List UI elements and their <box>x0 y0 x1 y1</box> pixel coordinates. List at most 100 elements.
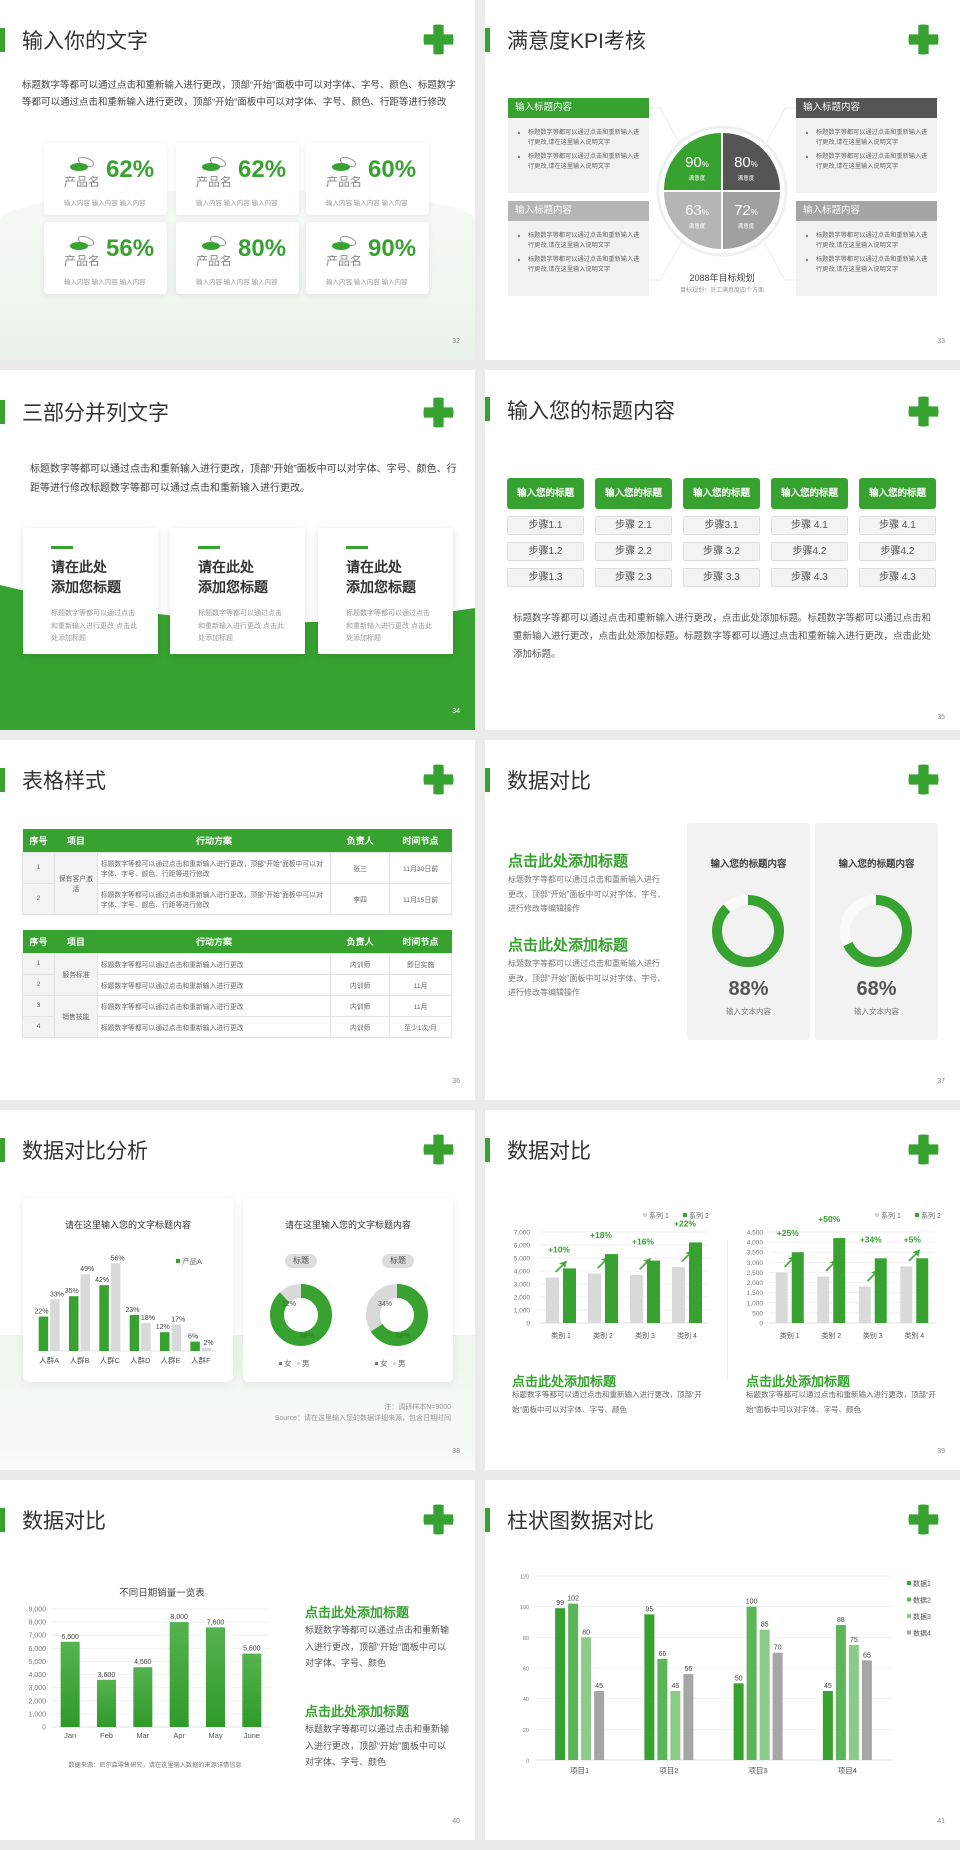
bullet: 标题数字等都可以通过点击和重新输入进行更改,请在这里输入说明文字 <box>528 231 643 251</box>
page-number: 35 <box>937 714 945 721</box>
cell-no: 1 <box>22 851 55 884</box>
step-item: 步骤 4.1 <box>859 516 936 535</box>
column-header: 时间节点 <box>389 829 452 852</box>
trend-arrow-icon <box>639 1257 651 1270</box>
cell-time: 11月15日前 <box>389 882 452 915</box>
data-label: 66 <box>658 1651 666 1658</box>
change-annotation: +10% <box>548 1244 570 1254</box>
column-header: 行动方案 <box>97 829 331 852</box>
bullet: 标题数字等都可以通过点击和重新输入进行更改,请在这里输入说明文字 <box>528 255 643 275</box>
quadrant-mid <box>723 192 780 249</box>
bar <box>833 1238 846 1323</box>
data-label: 95 <box>645 1606 653 1613</box>
action-table-2: 序号 项目 行动方案 负责人 时间节点 1 服务标准 标题数字等都可以通过点击和重新输入进行… <box>22 930 452 1038</box>
x-tick-label: June <box>244 1731 260 1740</box>
bar <box>644 1614 655 1760</box>
bar <box>791 1252 804 1323</box>
slide-title: 数据对比分析 <box>22 1140 148 1163</box>
bullet: 标题数字等都可以通过点击和重新输入进行更改,请在这里输入说明文字 <box>816 152 931 172</box>
slide-39: 数据对比 0 1,000 2,000 3,000 4,000 5,000 6,000 7,00… <box>485 1110 960 1470</box>
step-item: 步骤 4.3 <box>771 568 848 587</box>
column-header: 序号 <box>22 930 55 953</box>
card-title: 请在此处 添加您标题 <box>51 557 121 597</box>
section-heading: 点击此处添加标题 <box>508 853 629 870</box>
product-percent: 90% <box>368 235 417 262</box>
bar <box>835 1625 846 1760</box>
feature-card: 请在此处 添加您标题 标题数字等都可以通过点击和重新输入进行更改 点击此处添加标题 <box>318 528 453 654</box>
cell-plan: 标题数字等都可以通过点击和重新输入进行更改 <box>96 1015 332 1038</box>
title-line: 请在此处 <box>346 559 402 575</box>
quadrant-light <box>664 192 721 249</box>
x-tick-label: 类别 3 <box>863 1331 883 1340</box>
unit: % <box>701 208 709 217</box>
title-accent <box>0 400 5 424</box>
slide-title: 数据对比 <box>507 1140 591 1163</box>
y-tick-label: 4,000 <box>747 1240 764 1247</box>
slide-title: 表格样式 <box>22 770 106 793</box>
cell-owner: 内训师 <box>330 1015 391 1038</box>
table-header-row: 序号 项目 行动方案 负责人 时间节点 <box>22 829 452 852</box>
y-tick-label: 20 <box>523 1728 529 1734</box>
product-name: 产品名 <box>196 254 233 268</box>
step-item: 步骤 2.2 <box>595 542 672 561</box>
donut-title-pill: 标题 <box>382 1254 414 1268</box>
data-label: 65 <box>863 1652 871 1659</box>
bar <box>605 1254 618 1323</box>
product-card: 产品名 90% 输入内容 输入内容 输入内容 <box>306 222 429 294</box>
value: 72 <box>734 202 751 219</box>
title-accent <box>485 1138 490 1162</box>
title-line: 请在此处 <box>198 559 254 575</box>
bullet: 标题数字等都可以通过点击和重新输入进行更改,请在这里输入说明文字 <box>816 128 931 148</box>
product-sub: 输入内容 输入内容 输入内容 <box>326 200 408 207</box>
cross-logo-icon <box>423 1504 454 1535</box>
bar <box>555 1608 566 1760</box>
slide-title: 柱状图数据对比 <box>507 1510 654 1533</box>
data-label: 4,560 <box>134 1659 152 1666</box>
description-paragraph: 标题数字等都可以通过点击和重新输入进行更改，点击此处添加标题。标题数字等都可以通… <box>513 613 932 660</box>
x-tick-label: 类别 3 <box>635 1331 655 1340</box>
legend-label: 数据3 <box>913 1612 931 1621</box>
legend-swatch <box>907 1614 911 1618</box>
page-number: 33 <box>937 338 945 345</box>
cell-time: 11月 <box>389 973 452 996</box>
legend-swatch <box>643 1213 647 1217</box>
bar <box>672 1267 685 1323</box>
product-percent: 56% <box>106 235 155 262</box>
product-name: 产品名 <box>64 254 101 268</box>
quadrant-value: 90% <box>672 154 722 171</box>
table-row: 1 服务标准 标题数字等都可以通过点击和重新输入进行更改 内训师 即日实施 <box>22 952 452 996</box>
info-box: 输入标题内容标题数字等都可以通过点击和重新输入进行更改,请在这里输入说明文字标题… <box>796 98 937 193</box>
data-label: 7,600 <box>207 1619 225 1626</box>
title-accent <box>485 28 490 52</box>
box-header: 输入标题内容 <box>796 98 937 118</box>
product-name: 产品名 <box>326 175 363 189</box>
step-item: 步骤4.2 <box>771 542 848 561</box>
bar-chart-card: 请在这里输入您的文字标题内容 <box>23 1198 233 1382</box>
data-label: 56 <box>684 1666 692 1673</box>
section-body: 标题数字等都可以通过点击和重新输入进行更改，顶部“开始”面板中可以对字体、字号、… <box>508 959 666 997</box>
card-title: 请在这里输入您的文字标题内容 <box>284 1220 411 1230</box>
card-percent: 68% <box>856 978 897 1000</box>
y-tick-label: 7,000 <box>514 1230 531 1237</box>
trend-arrow-icon <box>783 1255 796 1268</box>
product-sub: 输入内容 输入内容 输入内容 <box>64 279 146 286</box>
page-number: 39 <box>937 1448 945 1455</box>
column-header: 输入您的标题 <box>859 478 936 509</box>
bar <box>546 1277 559 1323</box>
change-annotation: +5% <box>904 1234 922 1244</box>
block-heading: 点击此处添加标题 <box>305 1605 410 1620</box>
bar <box>746 1606 757 1760</box>
title-accent <box>485 768 490 792</box>
change-annotation: +34% <box>860 1234 882 1244</box>
step-item: 步骤4.2 <box>859 542 936 561</box>
cell-no: 4 <box>22 1015 55 1038</box>
card-body: 标题数字等都可以通过点击和重新输入进行更改 点击此处添加标题 <box>51 610 137 642</box>
cross-logo-icon <box>423 397 454 428</box>
intro-paragraph: 标题数字等都可以通过点击和重新输入进行更改，顶部“开始”面板中可以对字体、字号、… <box>22 80 456 108</box>
y-tick-label: 100 <box>520 1605 529 1611</box>
column-header: 输入您的标题 <box>595 478 672 509</box>
column-header: 负责人 <box>330 829 390 852</box>
cell-no: 3 <box>22 994 55 1017</box>
x-tick-label: Mar <box>136 1731 149 1740</box>
stat-card: 输入您的标题内容 88% 输入文本内容 <box>687 823 810 1040</box>
